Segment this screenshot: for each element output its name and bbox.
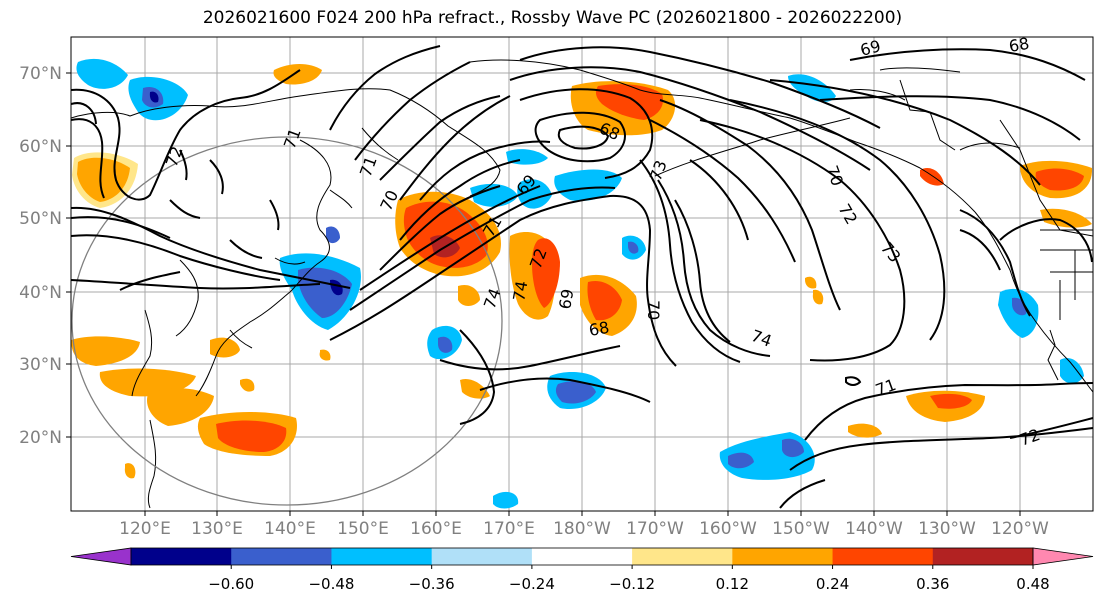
coastlines [71, 59, 1093, 509]
colorbar-segment [531, 548, 633, 565]
colorbar-segment [431, 548, 533, 565]
colorbar-tick-label: −0.48 [308, 575, 354, 593]
latitude-label: 20°N [19, 428, 62, 448]
longitude-label: 150°E [337, 519, 389, 539]
colorbar-tick-label: 0.36 [916, 575, 949, 593]
latitude-label: 40°N [19, 283, 62, 303]
map-title: 2026021600 F024 200 hPa refract., Rossby… [202, 8, 903, 28]
longitude-label: 140°E [264, 519, 316, 539]
contour-label: 68 [587, 318, 610, 340]
colorbar-segment [832, 548, 934, 565]
colorbar-tick-label: 0.12 [716, 575, 749, 593]
contour-label: 70 [644, 300, 663, 320]
colorbar-tick-label: 0.48 [1016, 575, 1049, 593]
longitude-label: 130°W [918, 519, 976, 539]
longitude-label: 140°W [845, 519, 903, 539]
contour-label: 69 [858, 36, 883, 60]
colorbar-tick-label: −0.36 [409, 575, 455, 593]
colorbar-tick-label: −0.12 [609, 575, 655, 593]
longitude-label: 160°W [699, 519, 757, 539]
colorbar-tick-label: −0.24 [509, 575, 555, 593]
colorbar-frame [130, 547, 1034, 566]
colorbar-tick-label: 0.24 [816, 575, 849, 593]
colorbar: −0.60 −0.48 −0.36 −0.24 −0.12 0.12 0.24 0.36 0.4… [70, 547, 1094, 593]
colorbar-segment [331, 548, 433, 565]
colorbar-segment [131, 548, 232, 565]
latitude-label: 70°N [19, 64, 62, 84]
longitude-label: 180°W [553, 519, 611, 539]
colorbar-segment [632, 548, 733, 565]
colorbar-segment [231, 548, 332, 565]
latitude-label: 50°N [19, 209, 62, 229]
contour-label: 69 [555, 287, 577, 310]
contour-label: 68 [1007, 34, 1030, 56]
contour-label: 74 [509, 279, 531, 302]
refractivity-contours [71, 45, 1093, 509]
longitude-label: 120°E [119, 519, 171, 539]
latitude-label: 60°N [19, 137, 62, 157]
wave-source-circle [71, 136, 503, 506]
latitude-label: 30°N [19, 355, 62, 375]
colorbar-segment [1032, 547, 1094, 566]
longitude-label: 120°W [991, 519, 1049, 539]
longitude-axis: 120°E 130°E 140°E 150°E 160°E 170°E 180°… [119, 511, 1049, 539]
longitude-label: 130°E [191, 519, 243, 539]
colorbar-tick-label: −0.60 [208, 575, 254, 593]
longitude-label: 150°W [772, 519, 830, 539]
longitude-label: 170°E [483, 519, 535, 539]
colorbar-segment [732, 548, 834, 565]
longitude-label: 160°E [410, 519, 462, 539]
latitude-axis: 70°N 60°N 50°N 40°N 30°N 20°N [19, 64, 71, 448]
longitude-label: 170°W [626, 519, 684, 539]
colorbar-segment [70, 547, 132, 566]
colorbar-segment [932, 548, 1034, 565]
